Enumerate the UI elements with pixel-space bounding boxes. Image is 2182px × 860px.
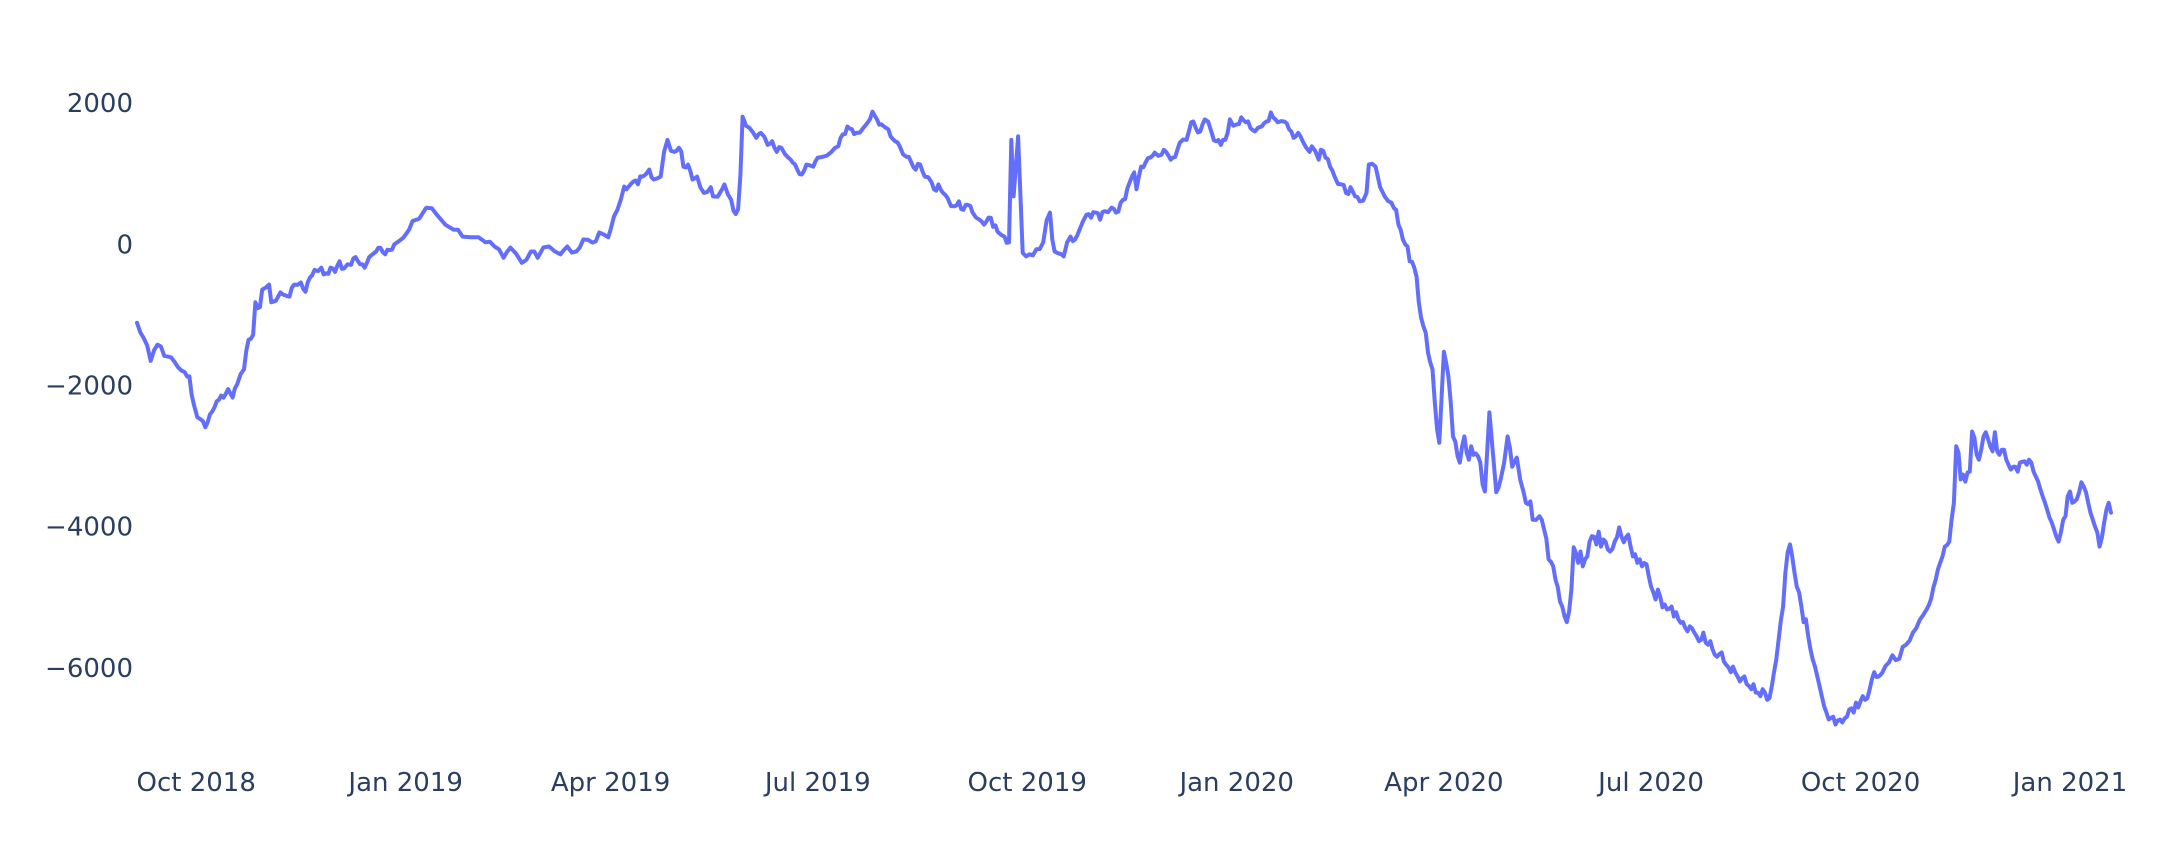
- y-tick-label: −6000: [45, 654, 133, 684]
- x-tick-label: Jul 2019: [763, 768, 871, 798]
- x-tick-label: Oct 2019: [968, 768, 1087, 798]
- y-tick-label: 0: [116, 230, 133, 260]
- y-axis-tick-labels: 2000 0 −2000 −4000 −6000: [45, 89, 133, 684]
- x-axis-tick-labels: Oct 2018 Jan 2019 Apr 2019 Jul 2019 Oct 2019…: [137, 768, 2128, 798]
- x-tick-label: Jan 2019: [346, 768, 463, 798]
- x-tick-label: Jul 2020: [1596, 768, 1704, 798]
- x-tick-label: Oct 2020: [1801, 768, 1920, 798]
- x-tick-label: Apr 2020: [1384, 768, 1503, 798]
- x-tick-label: Jan 2020: [1177, 768, 1294, 798]
- x-tick-label: Apr 2019: [551, 768, 670, 798]
- line-series: [135, 109, 2113, 727]
- x-tick-label: Jan 2021: [2011, 768, 2128, 798]
- y-tick-label: 2000: [67, 89, 133, 119]
- x-tick-label: Oct 2018: [137, 768, 256, 798]
- y-tick-label: −4000: [45, 513, 133, 543]
- y-tick-label: −2000: [45, 372, 133, 402]
